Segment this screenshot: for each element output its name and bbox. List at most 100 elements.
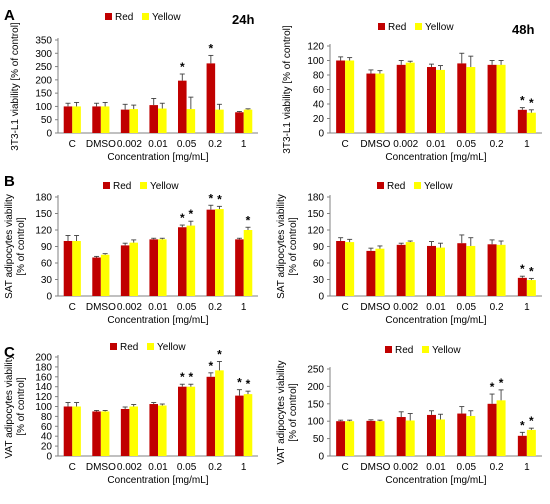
- significance-star: *: [237, 376, 242, 390]
- bar-yellow: [129, 109, 138, 133]
- bar-red: [427, 245, 436, 296]
- time-label-24h: 24h: [232, 12, 254, 27]
- y-tick-label: 120: [307, 226, 324, 237]
- y-tick-label: 100: [35, 102, 52, 113]
- legend-swatch-red: [105, 13, 112, 20]
- y-tick-label: 30: [41, 275, 53, 286]
- bar-yellow: [496, 400, 506, 456]
- x-tick-label: 1: [241, 302, 247, 313]
- x-tick-label: 0.01: [148, 462, 168, 473]
- legend-swatch-red: [103, 182, 110, 189]
- y-tick-label: 20: [313, 114, 325, 125]
- bar-red: [235, 395, 244, 456]
- x-tick-label: C: [342, 462, 349, 473]
- legend-swatch-red: [377, 182, 384, 189]
- bar-red: [336, 241, 346, 296]
- x-tick-label: C: [69, 462, 76, 473]
- significance-star: *: [189, 370, 194, 384]
- x-tick-label: 0.01: [426, 139, 446, 150]
- y-tick-label: 50: [313, 434, 325, 445]
- bar-red: [92, 106, 101, 133]
- bar-yellow: [158, 239, 167, 296]
- y-tick-label: 0: [318, 129, 324, 140]
- significance-star: *: [209, 41, 214, 55]
- y-tick-label: 150: [307, 399, 324, 410]
- y-axis-label: SAT adipocytes viability: [4, 194, 15, 299]
- y-axis-label: VAT adipocytes viability: [276, 361, 287, 465]
- bar-red: [396, 64, 406, 133]
- y-tick-label: 80: [313, 71, 325, 82]
- x-tick-label: 0.05: [177, 139, 197, 150]
- bar-red: [457, 243, 467, 296]
- legend-label-red: Red: [388, 22, 406, 33]
- bar-red: [206, 209, 216, 296]
- x-tick-label: 0.002: [393, 139, 418, 150]
- legend-label-red: Red: [120, 342, 138, 353]
- bar-yellow: [100, 106, 110, 133]
- y-tick-label: 60: [313, 259, 325, 270]
- x-tick-label: 0.002: [393, 462, 418, 473]
- significance-star: *: [529, 264, 534, 278]
- y-tick-label: 0: [46, 452, 52, 463]
- x-tick-label: 0.2: [208, 302, 222, 313]
- y-tick-label: 30: [313, 275, 325, 286]
- y-tick-label: 20: [41, 442, 53, 453]
- bar-red: [235, 239, 244, 296]
- bar-red: [517, 277, 527, 296]
- bar-red: [206, 376, 216, 456]
- y-tick-label: 140: [35, 382, 52, 393]
- x-axis-label: Concentration [mg/mL]: [385, 315, 486, 326]
- chart-c-48h: 0 50 100 150 200 250 C DMSO 0.002 0.01 0.05 * * 0.2 * *…: [276, 345, 542, 486]
- y-axis-label: 3T3-L1 viability [% of control]: [282, 25, 293, 154]
- bar-yellow: [375, 248, 385, 296]
- x-tick-label: 0.05: [177, 302, 197, 313]
- x-tick-label: C: [69, 139, 76, 150]
- x-tick-label: 1: [241, 139, 247, 150]
- bar-red: [487, 403, 497, 456]
- bar-red: [517, 435, 527, 456]
- legend-label-yellow: Yellow: [425, 22, 454, 33]
- significance-star: *: [520, 262, 525, 276]
- legend-swatch-yellow: [415, 23, 422, 30]
- x-tick-label: 0.002: [117, 302, 142, 313]
- y-axis-label: SAT adipocytes viability: [276, 194, 287, 299]
- y-tick-label: 100: [35, 402, 52, 413]
- y-tick-label: 120: [35, 226, 52, 237]
- bar-red: [366, 420, 376, 456]
- y-axis-label: VAT adipocytes viability: [4, 355, 15, 459]
- x-tick-label: 0.2: [208, 462, 222, 473]
- bar-red: [427, 67, 436, 133]
- y-tick-label: 160: [35, 372, 52, 383]
- x-axis-label: Concentration [mg/mL]: [107, 152, 208, 163]
- bar-yellow: [405, 62, 415, 133]
- significance-star: *: [180, 370, 185, 384]
- bar-red: [63, 106, 73, 133]
- bar-yellow: [466, 67, 476, 133]
- x-axis-label: Concentration [mg/mL]: [385, 152, 486, 163]
- significance-star: *: [180, 211, 185, 225]
- x-tick-label: DMSO: [360, 302, 390, 313]
- bar-yellow: [526, 429, 536, 456]
- legend: Red Yellow: [378, 22, 454, 33]
- y-tick-label: 150: [307, 209, 324, 220]
- y-tick-label: 180: [35, 362, 52, 373]
- bar-yellow: [243, 394, 253, 456]
- significance-star: *: [189, 207, 194, 221]
- bar-red: [63, 241, 73, 296]
- legend-swatch-red: [378, 23, 385, 30]
- legend-label-red: Red: [113, 181, 131, 192]
- bar-yellow: [100, 411, 110, 456]
- legend-label-yellow: Yellow: [152, 12, 181, 23]
- bar-yellow: [186, 386, 196, 456]
- bar-yellow: [100, 254, 110, 296]
- bar-yellow: [72, 406, 81, 456]
- x-tick-label: 0.05: [457, 462, 477, 473]
- bar-yellow: [436, 69, 445, 133]
- legend-label-red: Red: [395, 345, 413, 356]
- bar-yellow: [215, 109, 224, 133]
- x-tick-label: 0.2: [208, 139, 222, 150]
- y-tick-label: 60: [41, 259, 53, 270]
